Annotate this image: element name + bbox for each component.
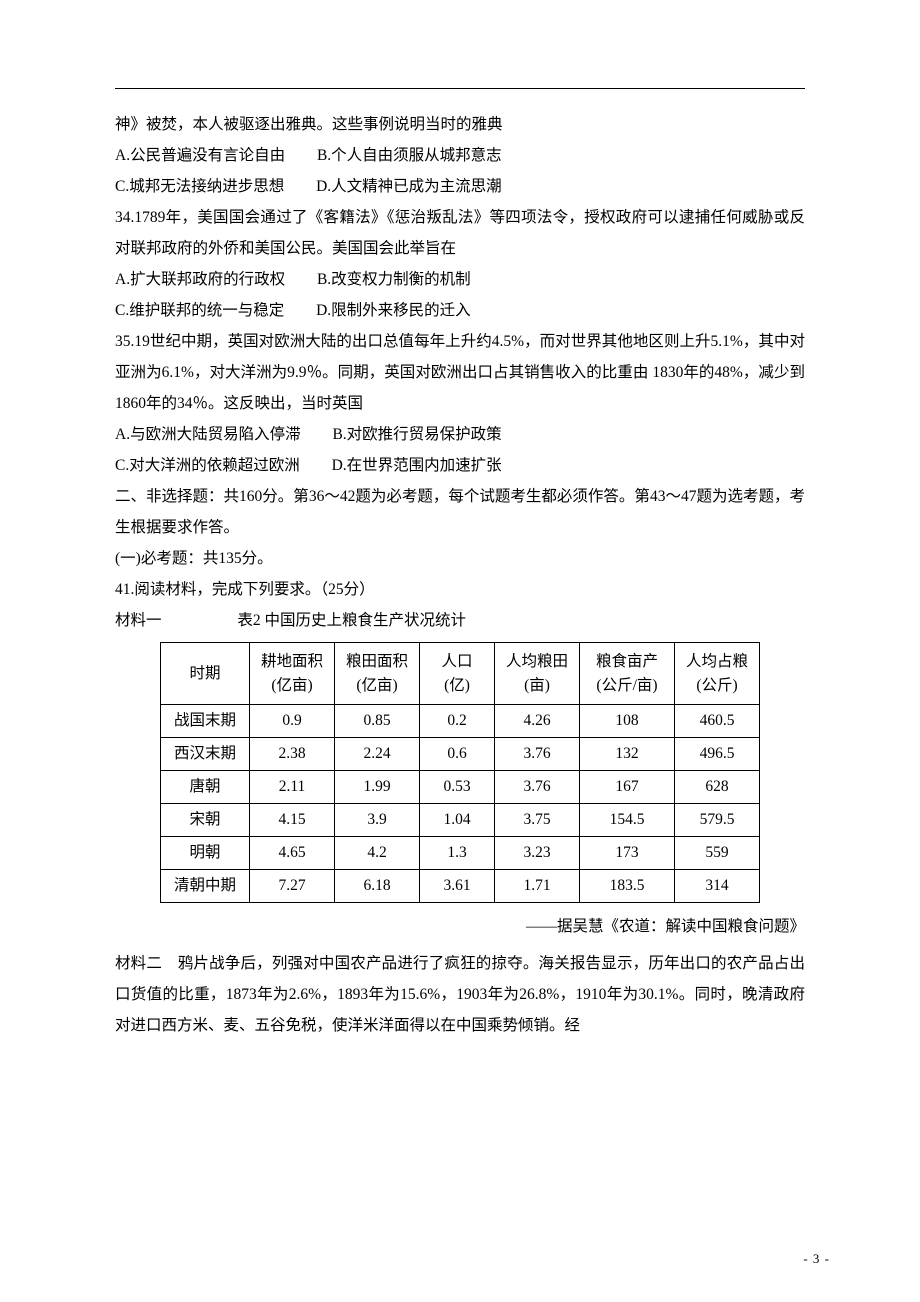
table-col-header: 时期 [161,643,250,705]
table-cell: 173 [580,837,675,870]
table-row: 清朝中期7.276.183.611.71183.5314 [161,870,760,903]
table-cell: 183.5 [580,870,675,903]
q33-option-c: C.城邦无法接纳进步思想 [115,171,284,202]
table-cell: 132 [580,738,675,771]
table-cell: 0.6 [420,738,495,771]
q35-stem: 35.19世纪中期，英国对欧洲大陆的出口总值每年上升约4.5%，而对世界其他地区… [115,326,805,419]
table-col-header: 粮食亩产(公斤/亩) [580,643,675,705]
grain-production-table: 时期耕地面积(亿亩)粮田面积(亿亩)人口(亿)人均粮田(亩)粮食亩产(公斤/亩)… [160,642,760,903]
material-1-label: 材料一 [115,605,162,636]
q41-stem: 41.阅读材料，完成下列要求。（25分） [115,574,805,605]
table-cell: 314 [675,870,760,903]
table-cell: 496.5 [675,738,760,771]
table-cell: 4.26 [495,705,580,738]
table-cell: 3.76 [495,738,580,771]
table-col-header: 人口(亿) [420,643,495,705]
page-number: - 3 - [803,1246,830,1272]
table-cell: 2.38 [250,738,335,771]
table-cell: 4.15 [250,804,335,837]
table-cell: 3.76 [495,771,580,804]
q34-option-c: C.维护联邦的统一与稳定 [115,295,284,326]
table-cell: 3.75 [495,804,580,837]
table-cell: 4.2 [335,837,420,870]
table-cell: 6.18 [335,870,420,903]
table-source: ——据吴慧《农道：解读中国粮食问题》 [115,911,805,942]
table-cell: 0.9 [250,705,335,738]
section-2-heading: 二、非选择题：共160分。第36～42题为必考题，每个试题考生都必须作答。第43… [115,481,805,543]
q33-options-row1: A.公民普遍没有言论自由 B.个人自由须服从城邦意志 [115,140,805,171]
q33-options-row2: C.城邦无法接纳进步思想 D.人文精神已成为主流思潮 [115,171,805,202]
document-page: 神》被焚，本人被驱逐出雅典。这些事例说明当时的雅典 A.公民普遍没有言论自由 B… [0,0,920,1302]
table-cell: 明朝 [161,837,250,870]
q35-option-b: B.对欧推行贸易保护政策 [332,419,501,450]
q34-options-row1: A.扩大联邦政府的行政权 B.改变权力制衡的机制 [115,264,805,295]
table-row: 战国末期0.90.850.24.26108460.5 [161,705,760,738]
table-cell: 167 [580,771,675,804]
q33-option-b: B.个人自由须服从城邦意志 [317,140,502,171]
table-row: 明朝4.654.21.33.23173559 [161,837,760,870]
q35-option-c: C.对大洋洲的依赖超过欧洲 [115,450,300,481]
table-cell: 1.71 [495,870,580,903]
table-cell: 0.85 [335,705,420,738]
table-cell: 1.99 [335,771,420,804]
table-col-header: 粮田面积(亿亩) [335,643,420,705]
table-cell: 3.61 [420,870,495,903]
table-row: 唐朝2.111.990.533.76167628 [161,771,760,804]
q34-options-row2: C.维护联邦的统一与稳定 D.限制外来移民的迁入 [115,295,805,326]
q35-option-a: A.与欧洲大陆贸易陷入停滞 [115,419,301,450]
table-cell: 宋朝 [161,804,250,837]
q33-option-a: A.公民普遍没有言论自由 [115,140,285,171]
table-cell: 2.24 [335,738,420,771]
q34-option-d: D.限制外来移民的迁入 [316,295,471,326]
q34-option-a: A.扩大联邦政府的行政权 [115,264,285,295]
table-cell: 2.11 [250,771,335,804]
table-cell: 西汉末期 [161,738,250,771]
table-cell: 唐朝 [161,771,250,804]
table-cell: 628 [675,771,760,804]
table-col-header: 人均占粮(公斤) [675,643,760,705]
table-cell: 3.23 [495,837,580,870]
table-cell: 559 [675,837,760,870]
q34-option-b: B.改变权力制衡的机制 [317,264,471,295]
table-cell: 7.27 [250,870,335,903]
table-cell: 0.53 [420,771,495,804]
table-col-header: 耕地面积(亿亩) [250,643,335,705]
q33-continuation: 神》被焚，本人被驱逐出雅典。这些事例说明当时的雅典 [115,109,805,140]
table-cell: 154.5 [580,804,675,837]
table-cell: 战国末期 [161,705,250,738]
table-cell: 108 [580,705,675,738]
table-header-row: 时期耕地面积(亿亩)粮田面积(亿亩)人口(亿)人均粮田(亩)粮食亩产(公斤/亩)… [161,643,760,705]
q35-options-row1: A.与欧洲大陆贸易陷入停滞 B.对欧推行贸易保护政策 [115,419,805,450]
table-cell: 3.9 [335,804,420,837]
material-1-title: 材料一 表2 中国历史上粮食生产状况统计 [115,605,805,636]
table-col-header: 人均粮田(亩) [495,643,580,705]
table-cell: 1.04 [420,804,495,837]
table-row: 西汉末期2.382.240.63.76132496.5 [161,738,760,771]
table-cell: 1.3 [420,837,495,870]
q35-option-d: D.在世界范围内加速扩张 [332,450,502,481]
header-rule [115,88,805,89]
table-cell: 清朝中期 [161,870,250,903]
table-cell: 460.5 [675,705,760,738]
table-2-title: 表2 中国历史上粮食生产状况统计 [237,612,466,629]
table-cell: 579.5 [675,804,760,837]
q34-stem: 34.1789年，美国国会通过了《客籍法》《惩治叛乱法》等四项法令，授权政府可以… [115,202,805,264]
table-cell: 4.65 [250,837,335,870]
table-row: 宋朝4.153.91.043.75154.5579.5 [161,804,760,837]
table-cell: 0.2 [420,705,495,738]
q33-option-d: D.人文精神已成为主流思潮 [316,171,502,202]
required-questions-label: (一)必考题：共135分。 [115,543,805,574]
q35-options-row2: C.对大洋洲的依赖超过欧洲 D.在世界范围内加速扩张 [115,450,805,481]
material-2-text: 材料二 鸦片战争后，列强对中国农产品进行了疯狂的掠夺。海关报告显示，历年出口的农… [115,948,805,1041]
